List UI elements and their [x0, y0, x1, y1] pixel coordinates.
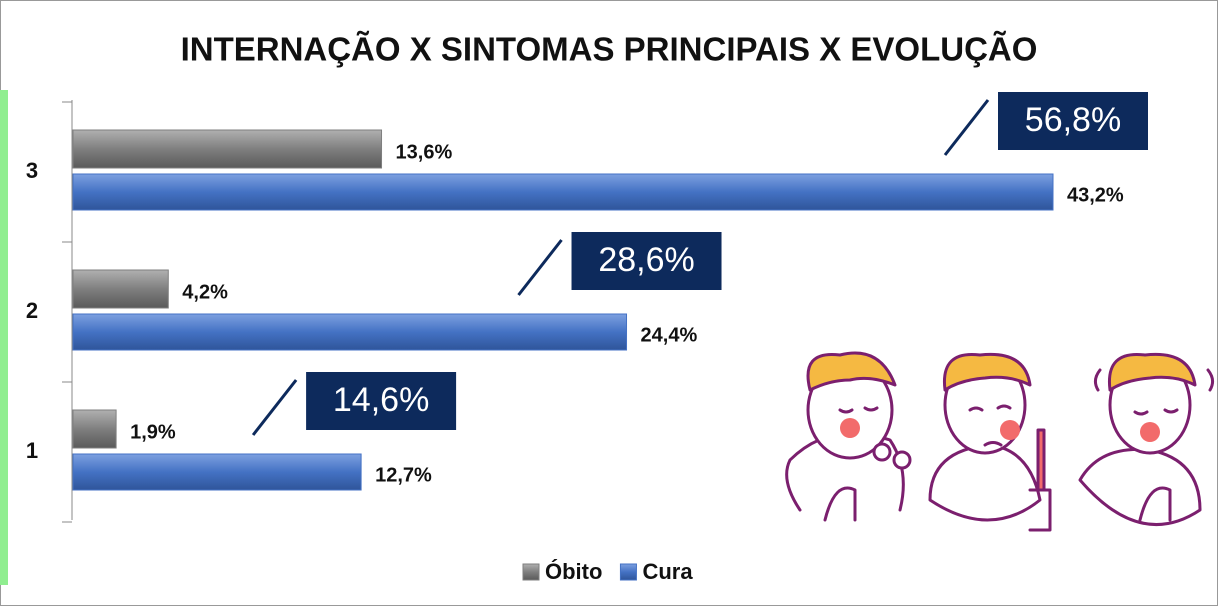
data-label: 13,6% — [396, 141, 453, 163]
legend-swatch — [522, 563, 540, 581]
y-tick-label: 1 — [26, 438, 38, 463]
legend-label: Cura — [642, 559, 693, 584]
y-tick-label: 2 — [26, 298, 38, 323]
annotation-line — [517, 239, 563, 296]
legend-label: Óbito — [545, 559, 602, 584]
side-strip — [0, 90, 8, 585]
annotation-box — [571, 232, 722, 290]
y-tick-label: 3 — [26, 158, 38, 183]
bar — [72, 453, 362, 491]
illustration — [785, 351, 1215, 532]
data-label: 1,9% — [130, 421, 176, 443]
annotation-text: 14,6% — [333, 381, 429, 419]
annotation-text: 56,8% — [1025, 101, 1121, 139]
data-label: 43,2% — [1067, 184, 1124, 206]
bar — [72, 173, 1054, 211]
bar — [72, 129, 383, 169]
bar — [72, 269, 169, 309]
annotation-box — [998, 92, 1148, 150]
data-label: 24,4% — [641, 324, 698, 346]
data-label: 12,7% — [375, 464, 432, 486]
legend-swatch — [619, 563, 637, 581]
bar — [72, 313, 628, 351]
annotation-text: 28,6% — [598, 241, 694, 279]
annotation-line — [251, 379, 298, 436]
annotation-box — [306, 372, 457, 430]
chart-title: INTERNAÇÃO X SINTOMAS PRINCIPAIS X EVOLU… — [181, 31, 1038, 68]
bar — [72, 409, 117, 449]
annotation-line — [943, 99, 990, 156]
data-label: 4,2% — [182, 281, 228, 303]
